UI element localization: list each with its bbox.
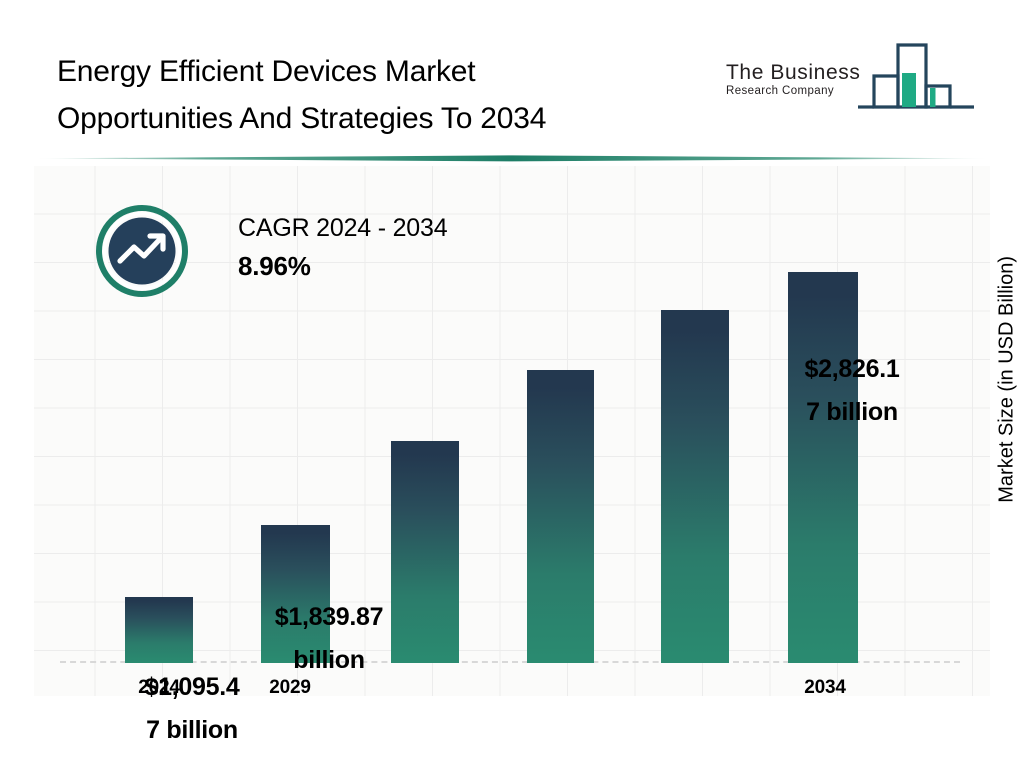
bar-value-label: $1,839.87 billion xyxy=(274,603,384,674)
y-axis-title: Market Size (in USD Billion) xyxy=(996,256,1018,503)
chart-container: $1,095.4 7 billion $1,839.87 billion $2,82… xyxy=(34,166,1018,744)
bar-chart-logo-mark xyxy=(858,43,974,109)
chart-bar xyxy=(661,310,729,663)
chart-bar xyxy=(261,525,330,663)
logo-text: The Business Research Company xyxy=(726,61,871,99)
logo-title-line1: The Business xyxy=(726,61,861,84)
page-header: Energy Efficient Devices Market Opportun… xyxy=(0,0,1024,162)
cagr-range-label: CAGR 2024 - 2034 xyxy=(238,214,448,242)
chart-bar xyxy=(391,441,459,663)
bar-value-label: $2,826.1 7 billion xyxy=(804,355,900,426)
chart-bar xyxy=(527,370,594,663)
cagr-callout: CAGR 2024 - 2034 8.96% xyxy=(96,205,516,305)
logo-title-line2: Research Company xyxy=(726,85,835,97)
title-divider xyxy=(34,155,990,162)
bar-value-label: $1,095.4 7 billion xyxy=(144,673,240,744)
x-axis-tick-2029: 2029 xyxy=(269,677,311,698)
x-axis-tick-2034: 2034 xyxy=(804,677,846,698)
trending-up-arrow-icon xyxy=(96,205,188,297)
company-logo: The Business Research Company xyxy=(726,33,976,128)
page-title: Energy Efficient Devices Market Opportun… xyxy=(57,55,547,135)
cagr-text-block: CAGR 2024 - 2034 8.96% xyxy=(238,210,518,286)
chart-bar xyxy=(788,272,858,663)
chart-plot-area: $1,095.4 7 billion $1,839.87 billion $2,82… xyxy=(34,166,990,744)
chart-baseline xyxy=(60,661,960,663)
cagr-value: 8.96% xyxy=(238,251,311,281)
chart-bar xyxy=(125,597,193,663)
x-axis-tick-2024: 2024 xyxy=(138,677,180,698)
